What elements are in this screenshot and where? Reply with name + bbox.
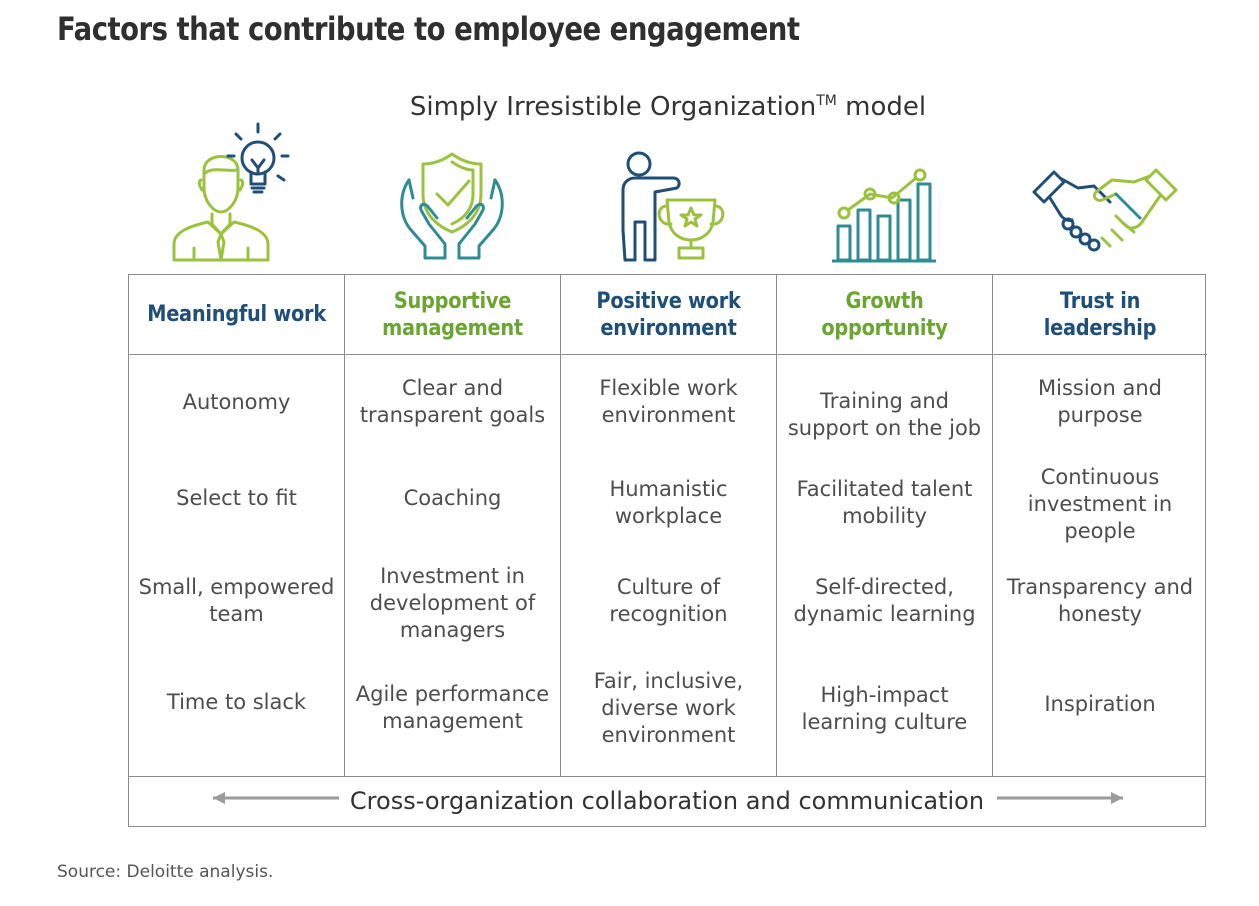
list-item: High-impact learning culture bbox=[801, 682, 968, 734]
column-trust-in-leadership: Trust in leadership Mission and purpose … bbox=[993, 275, 1207, 776]
list-item: Clear and transparent goals bbox=[359, 375, 546, 427]
footer-band: Cross-organization collaboration and com… bbox=[129, 776, 1205, 826]
subtitle-text: Simply Irresistible Organization bbox=[409, 92, 817, 122]
list-item: Self-directed, dynamic learning bbox=[793, 574, 976, 626]
person-trophy-icon bbox=[621, 151, 725, 262]
page-title: Factors that contribute to employee enga… bbox=[57, 10, 800, 48]
list-item: Small, empowered team bbox=[138, 575, 335, 626]
column-meaningful-work: Meaningful work Autonomy Select to fit S… bbox=[129, 275, 345, 776]
list-item: Time to slack bbox=[166, 690, 307, 714]
column-header: Trust in leadership bbox=[993, 275, 1207, 355]
growth-chart-icon bbox=[832, 168, 936, 263]
source-note: Source: Deloitte analysis. bbox=[57, 862, 274, 882]
list-item: Autonomy bbox=[182, 390, 291, 414]
column-positive-work-environment: Positive work environment Flexible work … bbox=[561, 275, 777, 776]
list-item: Training and support on the job bbox=[787, 389, 982, 440]
handshake-icon bbox=[1032, 168, 1178, 252]
list-item: Humanistic workplace bbox=[609, 476, 728, 528]
column-header: Supportive management bbox=[345, 275, 560, 355]
engagement-model-table: Meaningful work Autonomy Select to fit S… bbox=[128, 274, 1207, 827]
arrow-left-icon bbox=[213, 792, 339, 804]
list-item: Coaching bbox=[403, 486, 502, 510]
column-growth-opportunity: Growth opportunity Training and support … bbox=[777, 275, 993, 776]
list-item: Continuous investment in people bbox=[1027, 464, 1173, 543]
list-item: Culture of recognition bbox=[609, 574, 728, 626]
list-item: Investment in development of managers bbox=[369, 563, 536, 642]
list-item: Select to fit bbox=[176, 486, 297, 510]
footer-label: Cross-organization collaboration and com… bbox=[349, 787, 985, 815]
person-lightbulb-icon bbox=[172, 122, 290, 262]
hands-shield-icon bbox=[400, 152, 504, 260]
column-header: Meaningful work bbox=[129, 275, 344, 355]
arrow-right-icon bbox=[997, 792, 1123, 804]
list-item: Transparency and honesty bbox=[1006, 574, 1194, 626]
column-header: Growth opportunity bbox=[777, 275, 992, 355]
list-item: Facilitated talent mobility bbox=[796, 476, 973, 528]
column-supportive-management: Supportive management Clear and transpar… bbox=[345, 275, 561, 776]
diagram-subtitle: Simply Irresistible OrganizationTM model bbox=[128, 92, 1208, 122]
list-item: Mission and purpose bbox=[1037, 375, 1162, 427]
subtitle-trademark: TM bbox=[816, 93, 837, 109]
list-item: Agile performance management bbox=[355, 682, 550, 733]
list-item: Fair, inclusive, diverse work environmen… bbox=[593, 668, 744, 747]
subtitle-suffix: model bbox=[836, 92, 927, 122]
list-item: Inspiration bbox=[1044, 692, 1156, 716]
list-item: Flexible work environment bbox=[599, 375, 738, 427]
column-header: Positive work environment bbox=[561, 275, 776, 355]
